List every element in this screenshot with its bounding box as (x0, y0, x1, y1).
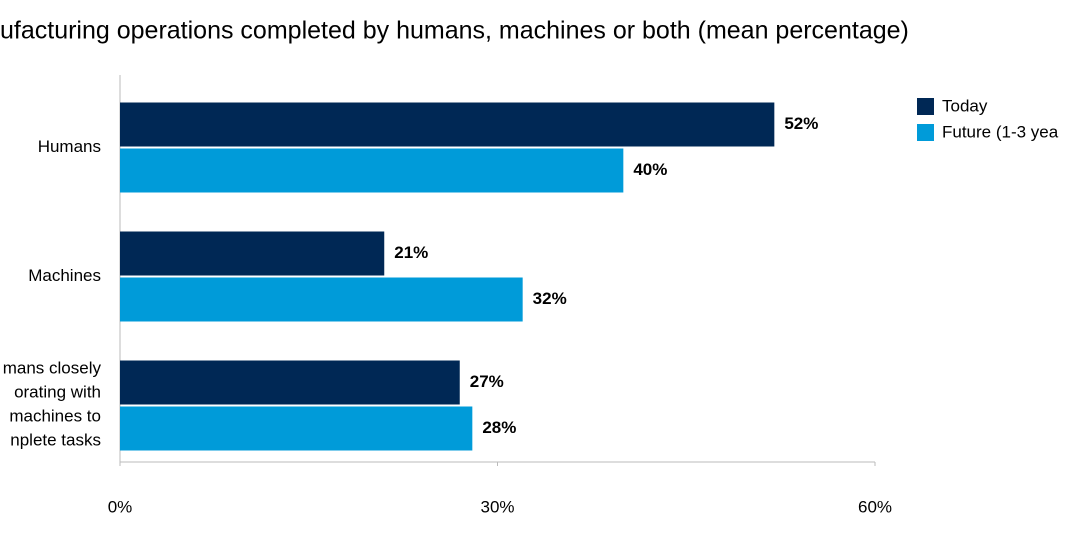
legend-label: Future (1-3 yea (942, 122, 1059, 141)
value-label: 28% (482, 418, 516, 437)
legend-swatch (917, 98, 934, 115)
y-tick-label: Humans (38, 137, 101, 156)
bar (120, 102, 775, 147)
legend-label: Today (942, 96, 988, 115)
value-label: 52% (784, 114, 818, 133)
value-label: 32% (533, 289, 567, 308)
bar (120, 148, 624, 193)
x-tick-label: 60% (858, 497, 892, 516)
bar (120, 360, 460, 405)
y-tick-label: Machines (28, 266, 101, 285)
value-label: 27% (470, 372, 504, 391)
x-tick-label: 0% (108, 497, 133, 516)
y-tick-label: mans closely orating with machines to nplet… (3, 359, 102, 450)
value-label: 40% (633, 160, 667, 179)
legend-swatch (917, 124, 934, 141)
bar (120, 231, 385, 276)
value-label: 21% (394, 243, 428, 262)
bar (120, 406, 473, 451)
chart-title: ufacturing operations completed by human… (0, 17, 909, 45)
x-tick-label: 30% (480, 497, 514, 516)
bar (120, 277, 523, 322)
